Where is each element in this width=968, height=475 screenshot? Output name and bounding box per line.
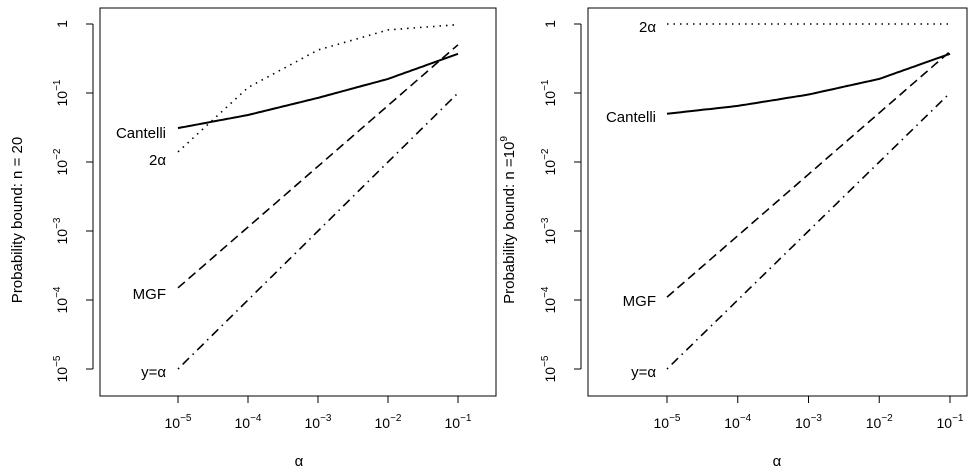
y-tick-label: 10−4 bbox=[540, 286, 558, 313]
y-tick-label-base: 10 bbox=[542, 298, 558, 314]
series-line-solid bbox=[666, 52, 951, 115]
y-tick-label: 1 bbox=[542, 20, 558, 28]
x-tick-label-exp: −3 bbox=[320, 413, 332, 424]
y-tick-label: 10−1 bbox=[52, 79, 70, 106]
y-tick-label-base: 10 bbox=[542, 91, 558, 107]
y-tick-label-base: 10 bbox=[54, 298, 70, 314]
x-tick-label: 10−1 bbox=[445, 413, 472, 431]
y-tick-label-base: 10 bbox=[542, 160, 558, 176]
plot-frame bbox=[99, 7, 497, 397]
y-tick-label: 10−3 bbox=[52, 217, 70, 244]
series-line-solid bbox=[177, 52, 459, 130]
y-tick-label: 10−4 bbox=[52, 286, 70, 313]
y-tick-label-exp: −2 bbox=[540, 148, 551, 160]
y-tick-label-exp: −2 bbox=[52, 148, 63, 160]
y-axis-title-exp: 9 bbox=[499, 136, 510, 142]
y-tick-label-base: 10 bbox=[54, 91, 70, 107]
x-tick-label: 10−3 bbox=[795, 413, 822, 431]
x-tick-label-base: 10 bbox=[235, 415, 251, 431]
y-tick-label: 1 bbox=[54, 20, 70, 28]
x-tick-label-exp: −2 bbox=[881, 413, 893, 424]
x-tick-label-base: 10 bbox=[445, 415, 461, 431]
y-axis-title-text: Probability bound: n = bbox=[501, 158, 518, 304]
y-tick-label-base: 1 bbox=[54, 20, 70, 28]
series-label: 2α bbox=[149, 152, 166, 169]
y-tick-label: 10−5 bbox=[540, 355, 558, 382]
series-line-dashed bbox=[177, 44, 459, 289]
y-tick-label-base: 10 bbox=[542, 367, 558, 383]
series-line-dotted bbox=[177, 23, 459, 153]
chart-panel-1: 10−5 10−4 10−3 10−2 10−110−510−410−310−210−1… bbox=[9, 7, 497, 470]
x-tick-label: 10−2 bbox=[375, 413, 402, 431]
y-axis: 10−510−410−310−210−11 bbox=[52, 20, 94, 382]
chart-panel-2: 10−5 10−4 10−3 10−2 10−110−510−410−310−210−1… bbox=[499, 7, 968, 470]
series-line-dotdash bbox=[177, 92, 459, 370]
x-tick-label: 10−2 bbox=[866, 413, 893, 431]
x-axis-title: α bbox=[295, 453, 304, 470]
y-tick-label: 10−2 bbox=[52, 148, 70, 175]
series-label: y=α bbox=[631, 364, 656, 381]
x-tick-label: 10−1 bbox=[937, 413, 964, 431]
y-tick-label: 10−2 bbox=[540, 148, 558, 175]
x-tick-label-base: 10 bbox=[866, 415, 882, 431]
x-tick-label-base: 10 bbox=[795, 415, 811, 431]
y-tick-label-exp: −4 bbox=[52, 286, 63, 298]
x-tick-label-base: 10 bbox=[165, 415, 181, 431]
series-label: y=α bbox=[141, 364, 166, 381]
series-label: MGF bbox=[133, 286, 166, 303]
y-tick-label-exp: −5 bbox=[540, 355, 551, 367]
y-tick-label: 10−3 bbox=[540, 217, 558, 244]
x-tick-label: 10−3 bbox=[305, 413, 332, 431]
x-tick-label-exp: −4 bbox=[250, 413, 262, 424]
x-axis: 10−5 10−4 10−3 10−2 10−1 bbox=[165, 395, 472, 431]
series-line-dotdash bbox=[666, 92, 951, 370]
y-tick-label-exp: −5 bbox=[52, 355, 63, 367]
series-label: MGF bbox=[623, 293, 656, 310]
x-tick-label-exp: −5 bbox=[180, 413, 192, 424]
y-axis: 10−510−410−310−210−11 bbox=[540, 20, 582, 382]
x-tick-label: 10−4 bbox=[235, 413, 262, 431]
series-label: Cantelli bbox=[116, 125, 166, 142]
x-tick-label-base: 10 bbox=[937, 415, 953, 431]
y-axis-title: Probability bound: n =109 bbox=[499, 136, 518, 304]
y-tick-label-exp: −1 bbox=[52, 79, 63, 91]
x-tick-label-exp: −1 bbox=[460, 413, 472, 424]
y-tick-label: 10−5 bbox=[52, 355, 70, 382]
y-tick-label-base: 10 bbox=[542, 229, 558, 245]
y-tick-label-exp: −4 bbox=[540, 286, 551, 298]
y-tick-label-exp: −3 bbox=[540, 217, 551, 229]
y-axis-title: Probability bound: n = 20 bbox=[9, 137, 26, 303]
x-tick-label: 10−4 bbox=[724, 413, 751, 431]
x-tick-label: 10−5 bbox=[165, 413, 192, 431]
x-axis-title: α bbox=[773, 453, 782, 470]
y-axis-title-base: 10 bbox=[501, 142, 518, 159]
y-tick-label-base: 1 bbox=[542, 20, 558, 28]
x-tick-label-base: 10 bbox=[654, 415, 670, 431]
x-tick-label-base: 10 bbox=[305, 415, 321, 431]
y-tick-label-base: 10 bbox=[54, 160, 70, 176]
x-tick-label-base: 10 bbox=[724, 415, 740, 431]
x-tick-label-exp: −1 bbox=[952, 413, 964, 424]
y-tick-label-exp: −3 bbox=[52, 217, 63, 229]
x-tick-label-exp: −3 bbox=[811, 413, 823, 424]
x-tick-label-exp: −4 bbox=[740, 413, 752, 424]
y-tick-label: 10−1 bbox=[540, 79, 558, 106]
y-tick-label-base: 10 bbox=[54, 229, 70, 245]
y-tick-label-exp: −1 bbox=[540, 79, 551, 91]
x-tick-label-base: 10 bbox=[375, 415, 391, 431]
x-tick-label: 10−5 bbox=[654, 413, 681, 431]
x-tick-label-exp: −5 bbox=[669, 413, 681, 424]
series-line-dashed bbox=[666, 50, 951, 298]
x-axis: 10−5 10−4 10−3 10−2 10−1 bbox=[654, 395, 964, 431]
series-label: 2α bbox=[639, 19, 656, 36]
x-tick-label-exp: −2 bbox=[390, 413, 402, 424]
series-label: Cantelli bbox=[606, 109, 656, 126]
y-tick-label-base: 10 bbox=[54, 367, 70, 383]
